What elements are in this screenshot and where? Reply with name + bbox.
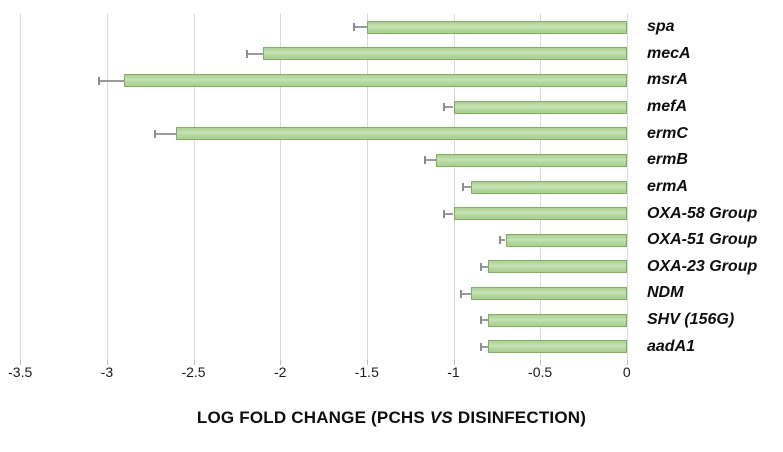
error-bar-cap: [98, 76, 101, 85]
x-axis-title-suffix: DISINFECTION): [452, 408, 587, 427]
category-label: aadA1: [647, 337, 696, 355]
error-bar-cap: [424, 156, 426, 165]
bar-oxa-51-group: [505, 233, 627, 247]
error-bar: [424, 159, 437, 162]
error-bar-cap: [460, 289, 463, 298]
category-label: ermC: [647, 124, 688, 142]
x-tick-label: -1: [447, 364, 460, 380]
x-axis-title: LOG FOLD CHANGE (PCHS VS DISINFECTION): [0, 408, 783, 428]
axis-tick: [106, 360, 108, 365]
category-label: msrA: [647, 71, 688, 89]
x-tick-label: -3: [100, 364, 114, 380]
error-bar: [98, 79, 125, 82]
bar-msra: [124, 74, 627, 87]
x-axis-title-prefix: LOG FOLD CHANGE (PCHS: [196, 408, 430, 427]
gridline: [366, 14, 368, 360]
bar-ermb: [436, 153, 627, 167]
error-bar: [353, 26, 367, 29]
error-bar-cap: [443, 103, 446, 112]
category-label: NDM: [647, 284, 684, 302]
bar-oxa-58-group: [453, 207, 627, 221]
category-label: OXA-51 Group: [647, 231, 758, 249]
gridline: [626, 14, 628, 360]
category-label: OXA-23 Group: [647, 257, 758, 275]
axis-tick: [453, 360, 455, 365]
category-label: ermB: [647, 151, 688, 169]
error-bar: [153, 132, 177, 135]
bar-spa: [366, 20, 627, 34]
x-tick-label: -2.5: [181, 364, 206, 380]
category-label: mecA: [647, 44, 691, 62]
error-bar-cap: [153, 129, 156, 138]
error-bar-cap: [245, 49, 248, 58]
error-bar-cap: [443, 209, 446, 218]
x-tick-label: -0.5: [528, 364, 553, 380]
error-bar: [460, 292, 471, 295]
error-bar-cap: [479, 262, 482, 271]
error-bar-cap: [479, 316, 482, 325]
error-bar: [479, 265, 489, 268]
bar-ermc: [176, 127, 627, 141]
axis-tick: [540, 360, 542, 365]
axis-tick: [626, 360, 628, 365]
error-bar: [498, 239, 506, 242]
x-tick-label: 0: [622, 364, 631, 380]
category-label: SHV (156G): [647, 311, 735, 329]
error-bar: [479, 319, 489, 322]
axis-tick: [366, 360, 368, 365]
error-bar: [245, 52, 263, 55]
error-bar: [462, 186, 471, 188]
x-tick-label: -2: [273, 364, 287, 380]
bar-shv-156g-: [488, 313, 627, 327]
x-axis-title-vs: VS: [429, 408, 453, 427]
gridline: [193, 14, 195, 360]
gridline: [280, 14, 282, 360]
error-bar-cap: [479, 342, 482, 351]
error-bar: [443, 212, 454, 215]
bar-erma: [470, 180, 627, 194]
category-label: mefA: [647, 98, 688, 116]
category-label: spa: [647, 18, 675, 36]
gridline: [106, 14, 108, 360]
error-bar-cap: [462, 183, 465, 191]
error-bar: [443, 106, 454, 109]
axis-tick: [193, 360, 195, 365]
bar-meca: [262, 47, 627, 61]
error-bar-cap: [498, 236, 501, 245]
x-tick-label: -3.5: [8, 364, 33, 380]
bar-ndm: [470, 287, 627, 300]
error-bar: [479, 345, 489, 348]
axis-tick: [20, 360, 22, 365]
bar-oxa-23-group: [488, 260, 627, 274]
category-label: ermA: [647, 177, 688, 195]
bar-aada1: [488, 340, 627, 354]
category-label: OXA-58 Group: [647, 204, 758, 222]
x-tick-label: -1.5: [354, 364, 379, 380]
axis-tick: [280, 360, 282, 365]
gridline: [453, 14, 455, 360]
error-bar-cap: [353, 23, 355, 32]
gridline: [20, 14, 22, 360]
bar-mefa: [453, 100, 627, 114]
